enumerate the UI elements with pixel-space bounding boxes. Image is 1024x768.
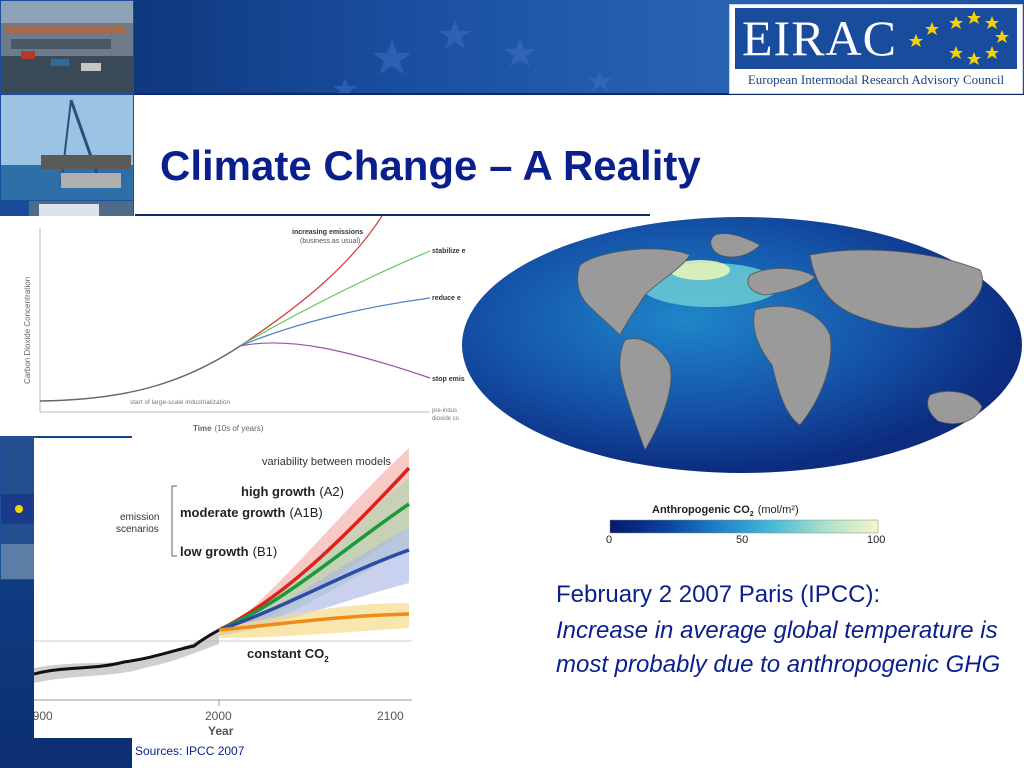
svg-text:moderate growth(A1B): moderate growth (A1B) [180,505,323,520]
xtick-2100: 2100 [377,709,404,723]
constant-co2-label: constant CO [247,646,324,661]
eu-stars-icon [909,11,1009,65]
bracket-label-2: scenarios [116,524,159,535]
scenario-low-name: low growth [180,544,249,559]
co2-historical-curve [39,345,241,402]
title-underline [135,214,650,216]
greenland [710,233,761,258]
legend-title-subscript: 2 [750,511,754,518]
industrialization-label: start of large-scale industrialization [130,399,230,406]
temperature-projection-chart: variability between models emission scen… [26,438,412,738]
moderate-growth-line [218,502,410,632]
svg-text:Anthropogenic CO2(mol/m²): Anthropogenic CO2 (mol/m²) [652,504,799,518]
eu-flag-photo [0,433,38,580]
proj-xlabel: Year [208,724,234,738]
stop-emissions-curve [239,342,431,379]
africa [753,305,832,426]
constant-co2-line [218,612,410,632]
low-growth-line [218,548,410,632]
co2-xlabel: Time [193,424,212,433]
reduce-label: reduce e [432,295,461,302]
low-growth-band [219,528,409,636]
xtick-1900: 1900 [34,709,53,723]
crane-photo [0,94,134,201]
europe [747,268,816,296]
port-photo [0,0,134,94]
legend-title: Anthropogenic CO [652,504,750,516]
caption-date: February 2 2007 Paris (IPCC): [556,581,881,608]
header-divider [0,93,1024,95]
increasing-emissions-curve [239,215,383,347]
svg-text:high growth(A2): high growth (A2) [241,484,344,499]
scenario-high-code: (A2) [319,484,344,499]
stabilize-label: stabilize e [432,248,466,255]
increasing-label-1: increasing emissions [292,229,363,236]
legend-tick-50: 50 [736,534,748,546]
south-america [619,338,672,451]
stabilize-curve [239,250,431,347]
reduce-curve [239,297,431,347]
australia [927,391,983,424]
scenario-moderate-code: (A1B) [289,505,322,520]
increasing-label-2: (business as usual) [300,238,360,245]
legend-units: (mol/m²) [758,504,799,516]
variability-label: variability between models [262,456,392,468]
svg-text:low growth(B1): low growth (B1) [180,544,277,559]
continents [577,233,983,451]
north-america [577,248,691,336]
bracket-label-1: emission [120,512,159,523]
asia [809,249,983,329]
legend-tick-100: 100 [867,534,885,546]
logo-subtitle: European Intermodal Research Advisory Co… [747,72,1005,87]
north-atlantic-peak [670,260,730,280]
preindustrial-label-1: pre-indus [432,408,457,414]
logo-name: EIRAC [742,10,897,66]
scenario-low-code: (B1) [253,544,278,559]
co2-xlabel-note: (10s of years) [215,424,264,433]
constant-co2-subscript: 2 [324,655,329,664]
co2-ylabel: Carbon Dioxide Concentration [23,277,32,384]
sources-note: Sources: IPCC 2007 [135,744,245,758]
xtick-2000: 2000 [205,709,232,723]
legend-tick-0: 0 [606,534,612,546]
svg-text:Time(10s of years): Time (10s of years) [193,424,264,433]
scenario-moderate-name: moderate growth [180,505,286,520]
legend-color-bar [609,519,879,534]
star-decoration [333,20,612,94]
svg-text:constant CO2: constant CO2 [247,646,329,664]
preindustrial-label-2: dioxide co [432,416,460,422]
scenario-high-name: high growth [241,484,315,499]
anthropogenic-co2-map: Anthropogenic CO2 (mol/m²) 0 50 100 [460,215,1024,555]
slide-title: Climate Change – A Reality [160,142,701,189]
co2-concentration-chart: Carbon Dioxide Concentration increasing … [0,215,470,436]
stop-label: stop emis [432,376,465,383]
caption-body: Increase in average global temperature i… [556,617,1001,678]
historical-band [34,630,219,683]
caption-block: February 2 2007 Paris (IPCC): Increase i… [556,578,1006,682]
scenario-bracket [171,485,177,557]
historical-line [33,628,220,676]
truck-photo [28,200,134,220]
